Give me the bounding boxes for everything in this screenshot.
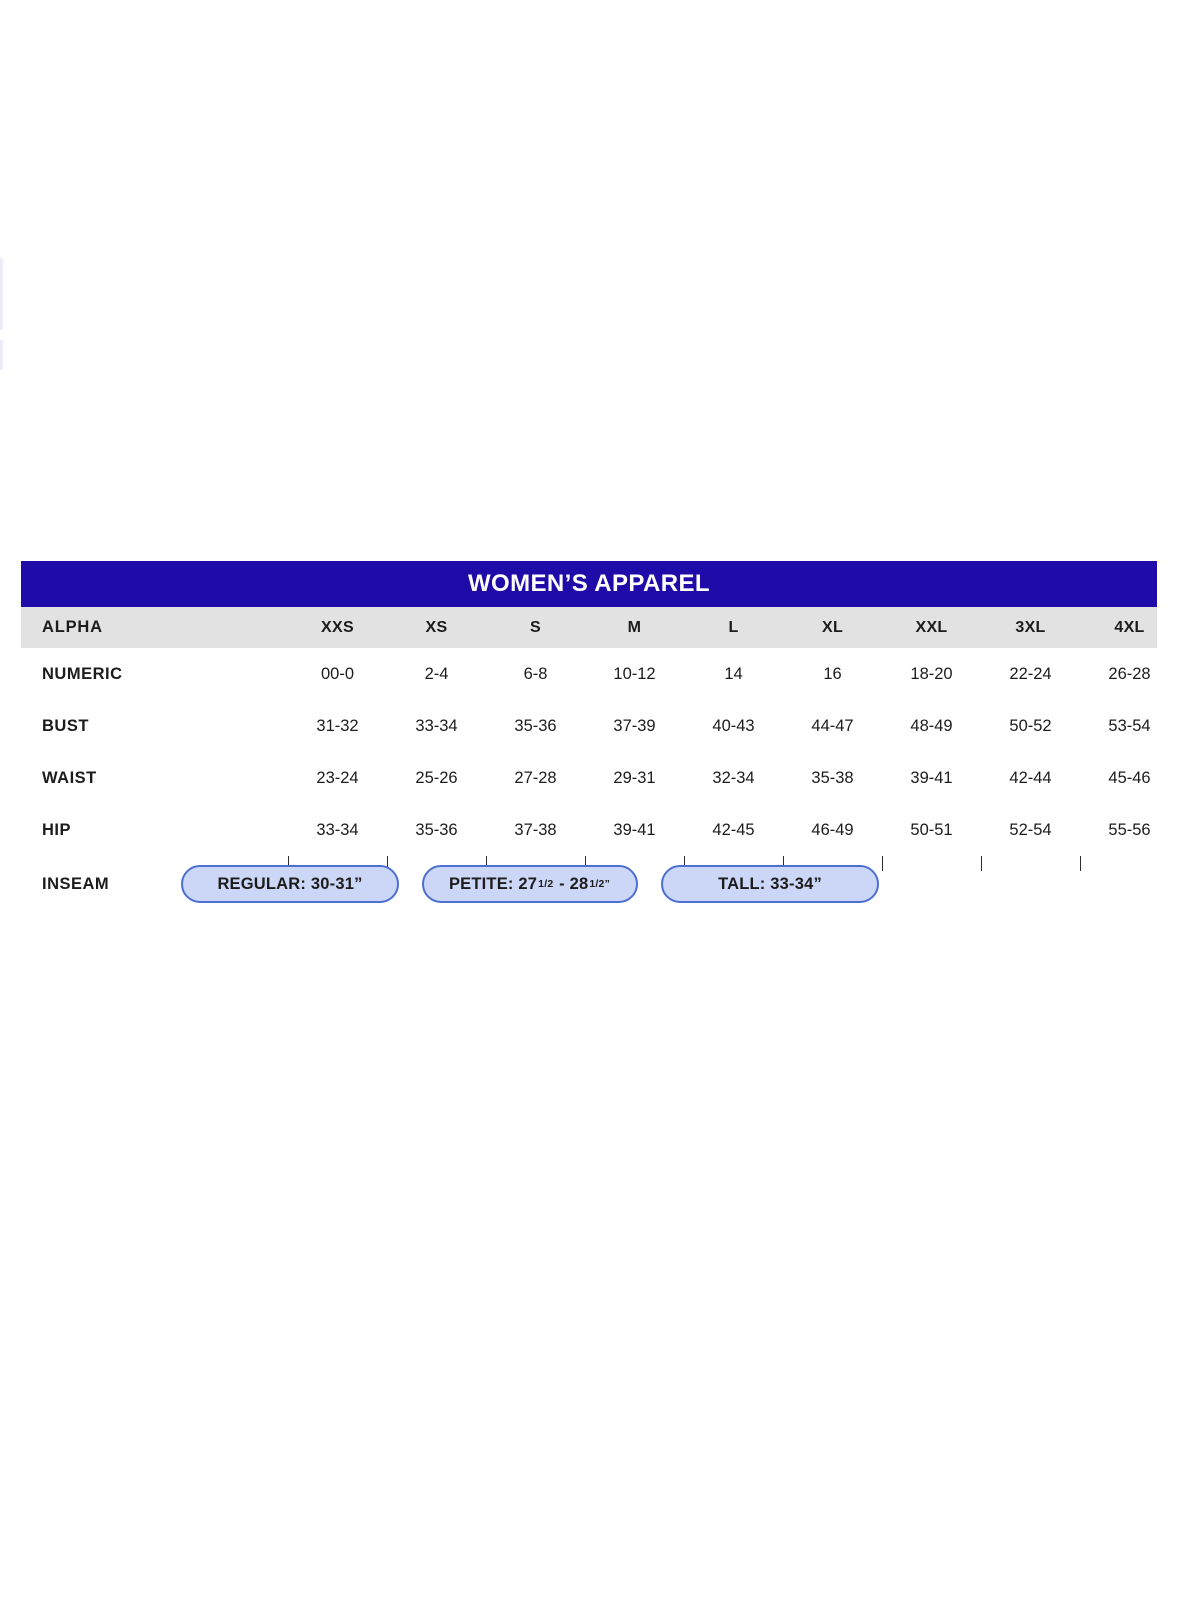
- chart-title-bar: WOMEN’S APPAREL: [21, 561, 1157, 607]
- table-cell: 25-26: [415, 768, 458, 787]
- table-cell: 23-24: [316, 768, 359, 787]
- table-cell: 18-20: [910, 664, 953, 683]
- table-cell: 16: [823, 664, 842, 683]
- size-table: ALPHA XXS XS S M L XL XXL 3XL 4XL 5XL NU…: [21, 607, 1157, 871]
- inseam-petite-fraction-high: 1/2”: [589, 878, 611, 890]
- inseam-options: REGULAR: 30-31” PETITE: 27 1/2 - 28 1/2” T…: [181, 865, 879, 903]
- table-cell: 35-36: [514, 716, 557, 735]
- column-header-3xl: 3XL: [1015, 618, 1046, 636]
- table-cell: 42-44: [1009, 768, 1052, 787]
- table-cell: 39-41: [910, 768, 953, 787]
- column-header-xxs: XXS: [321, 618, 354, 636]
- table-cell: 32-34: [712, 768, 755, 787]
- table-cell: 40-43: [712, 716, 755, 735]
- table-cell: 27-28: [514, 768, 557, 787]
- table-cell: 52-54: [1009, 820, 1052, 839]
- inseam-petite-prefix: PETITE: 27: [448, 874, 538, 893]
- table-cell: 22-24: [1009, 664, 1052, 683]
- table-cell: 57-60: [1179, 804, 1200, 856]
- table-cell: 47-50: [1179, 752, 1200, 804]
- table-cell: 55-56: [1108, 820, 1151, 839]
- inseam-row: INSEAM REGULAR: 30-31” PETITE: 27 1/2 - 2…: [21, 856, 1157, 912]
- row-label-bust: BUST: [42, 716, 89, 735]
- inseam-option-petite[interactable]: PETITE: 27 1/2 - 28 1/2”: [422, 865, 638, 903]
- table-cell: 29-31: [613, 768, 656, 787]
- table-cell: 50-52: [1009, 716, 1052, 735]
- table-cell: 10-12: [613, 664, 656, 683]
- table-row: HIP 33-34 35-36 37-38 39-41 42-45 46-49 …: [21, 804, 1157, 856]
- table-cell: 30-32: [1179, 648, 1200, 700]
- table-cell: 31-32: [316, 716, 359, 735]
- inseam-option-tall[interactable]: TALL: 33-34”: [661, 865, 879, 903]
- table-cell: 42-45: [712, 820, 755, 839]
- table-cell: 2-4: [424, 664, 449, 683]
- table-cell: 37-39: [613, 716, 656, 735]
- table-cell: 39-41: [613, 820, 656, 839]
- table-cell: 46-49: [811, 820, 854, 839]
- row-label-hip: HIP: [42, 820, 72, 839]
- table-cell: 14: [724, 664, 743, 683]
- table-cell: 44-47: [811, 716, 854, 735]
- row-label-waist: WAIST: [42, 768, 97, 787]
- page-title: WOMEN’S APPAREL: [467, 570, 710, 597]
- inseam-petite-fraction-low: 1/2: [538, 878, 554, 890]
- table-cell: 33-34: [415, 716, 458, 735]
- table-cell: 50-51: [910, 820, 953, 839]
- row-label-inseam: INSEAM: [42, 874, 110, 893]
- column-header-5xl: 5XL: [1179, 607, 1200, 648]
- scan-edge-artifact-bottom: [0, 340, 3, 370]
- column-header-4xl: 4XL: [1114, 618, 1145, 636]
- scan-edge-artifact-top: [0, 258, 3, 330]
- column-header-xs: XS: [425, 618, 448, 636]
- womens-apparel-size-chart: WOMEN’S APPAREL ALPHA XXS XS S M L XL XX…: [21, 561, 1157, 912]
- column-header-alpha: ALPHA: [42, 618, 103, 636]
- column-header-xxl: XXL: [915, 618, 948, 636]
- table-cell: 53-54: [1108, 716, 1151, 735]
- column-header-m: M: [627, 618, 642, 636]
- inseam-option-regular[interactable]: REGULAR: 30-31”: [181, 865, 399, 903]
- column-header-xl: XL: [821, 618, 844, 636]
- table-cell: 48-49: [910, 716, 953, 735]
- column-header-l: L: [728, 618, 739, 636]
- table-cell: 35-36: [415, 820, 458, 839]
- table-row: BUST 31-32 33-34 35-36 37-39 40-43 44-47…: [21, 700, 1157, 752]
- table-cell: 37-38: [514, 820, 557, 839]
- inseam-petite-separator: - 28: [559, 874, 589, 893]
- column-header-s: S: [530, 618, 541, 636]
- table-cell: 26-28: [1108, 664, 1151, 683]
- table-cell: 45-46: [1108, 768, 1151, 787]
- table-header-row: ALPHA XXS XS S M L XL XXL 3XL 4XL 5XL: [21, 607, 1157, 648]
- table-cell: 33-34: [316, 820, 359, 839]
- table-cell: 55-58: [1179, 700, 1200, 752]
- table-cell: 6-8: [523, 664, 548, 683]
- row-label-numeric: NUMERIC: [42, 664, 123, 683]
- table-cell: 00-0: [320, 664, 355, 683]
- table-cell: 35-38: [811, 768, 854, 787]
- table-row: WAIST 23-24 25-26 27-28 29-31 32-34 35-3…: [21, 752, 1157, 804]
- table-row: NUMERIC 00-0 2-4 6-8 10-12 14 16 18-20 2…: [21, 648, 1157, 700]
